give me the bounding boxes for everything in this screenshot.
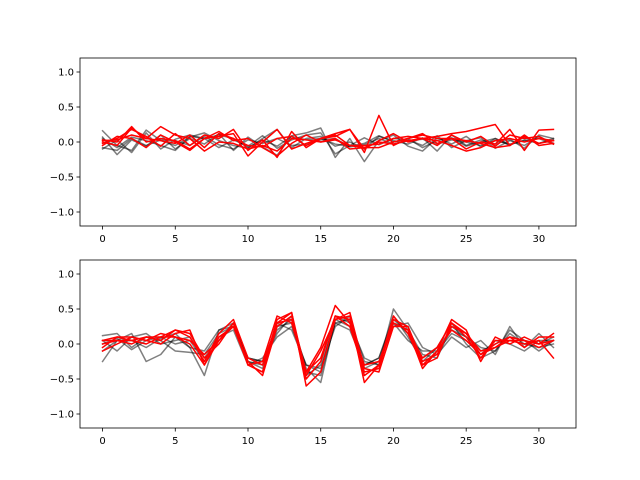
y-tick-label: −0.5	[50, 375, 74, 386]
series-line-9	[101, 130, 555, 157]
y-tick-label: 0.5	[58, 103, 74, 114]
x-tick-label: 25	[460, 436, 473, 447]
x-tick-label: 30	[533, 436, 546, 447]
y-tick-label: 1.0	[58, 68, 74, 79]
x-tick-label: 5	[172, 234, 178, 245]
series-group	[101, 304, 555, 387]
top-subplot: 0 5 10 15 20 25 30 1.0 0.5 0.0 −0.5 −1.0	[50, 57, 577, 245]
bottom-subplot: 0 5 10 15 20 25 30 1.0 0.5 0.0 −0.5 −1.0	[50, 259, 577, 447]
y-tick-label: 0.0	[58, 138, 74, 149]
series-line-7	[101, 127, 555, 152]
series-line-7	[101, 311, 555, 377]
y-tick-label: −0.5	[50, 173, 74, 184]
x-tick-label: 0	[99, 234, 105, 245]
x-tick-label: 0	[99, 436, 105, 447]
x-tick-label: 5	[172, 436, 178, 447]
x-tick-label: 20	[387, 436, 400, 447]
y-tick-label: 0.5	[58, 305, 74, 316]
x-tick-label: 10	[242, 436, 255, 447]
series-line-9	[101, 315, 555, 380]
axes-frame	[79, 57, 577, 227]
y-tick-label: 1.0	[58, 270, 74, 281]
y-tick-label: −1.0	[50, 208, 74, 219]
y-tick-label: 0.0	[58, 340, 74, 351]
x-tick-label: 15	[314, 436, 327, 447]
series-line-2	[101, 132, 555, 155]
y-tick-label: −1.0	[50, 410, 74, 421]
x-tick-label: 30	[533, 234, 546, 245]
x-tick-label: 20	[387, 234, 400, 245]
x-tick-label: 15	[314, 234, 327, 245]
series-group	[101, 114, 555, 163]
x-tick-label: 25	[460, 234, 473, 245]
axes-frame	[79, 259, 577, 429]
x-tick-label: 10	[242, 234, 255, 245]
